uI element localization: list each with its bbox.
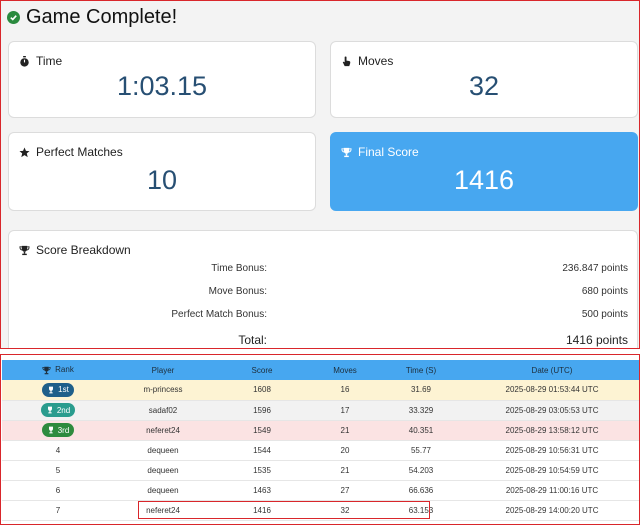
total-label: Total: [238, 333, 267, 347]
trophy-icon [49, 386, 54, 394]
trophy-icon [341, 147, 352, 157]
table-row: 3rd neferet24 1549 21 40.351 2025-08-29 … [2, 420, 639, 441]
breakdown-label: Move Bonus: [208, 286, 267, 297]
moves-label: Moves [358, 54, 394, 68]
rank-cell: 6 [2, 480, 114, 501]
perfect-matches-label: Perfect Matches [36, 145, 123, 159]
time-cell: 33.329 [378, 400, 464, 421]
pointer-hand-icon [342, 55, 351, 66]
time-cell: 55.77 [378, 440, 464, 461]
score-breakdown-card: Score Breakdown Time Bonus: 236.847 poin… [8, 230, 638, 348]
time-card: Time 1:03.15 [8, 41, 316, 118]
final-score-card: Final Score 1416 [330, 132, 638, 211]
moves-cell: 32 [312, 500, 378, 521]
trophy-icon [19, 245, 30, 255]
moves-cell: 21 [312, 420, 378, 441]
time-value: 1:03.15 [116, 71, 208, 101]
date-column-header[interactable]: Date (UTC) [531, 365, 573, 375]
time-cell: 31.69 [378, 380, 464, 401]
perfect-matches-value: 10 [146, 165, 178, 195]
breakdown-value: 680 points [581, 286, 628, 297]
player-cell: neferet24 [114, 500, 212, 521]
breakdown-value: 500 points [581, 309, 628, 320]
score-cell: 1596 [212, 400, 312, 421]
leaderboard-header-row: Rank Player Score Moves Time (S) Date (U… [2, 360, 639, 380]
score-breakdown-title: Score Breakdown [36, 243, 131, 257]
check-circle-icon [7, 10, 20, 24]
date-cell: 2025-08-29 13:58:12 UTC [464, 420, 639, 441]
table-row: 4 dequeen 1544 20 55.77 2025-08-29 10:56… [2, 440, 639, 461]
player-cell: dequeen [114, 460, 212, 481]
moves-card: Moves 32 [330, 41, 638, 118]
date-cell: 2025-08-29 14:00:20 UTC [464, 500, 639, 521]
time-label: Time [36, 54, 63, 68]
time-cell: 63.153 [378, 500, 464, 521]
table-row: 6 dequeen 1463 27 66.636 2025-08-29 11:0… [2, 480, 639, 501]
rank-cell: 5 [2, 460, 114, 481]
player-cell: dequeen [114, 440, 212, 461]
score-cell: 1608 [212, 380, 312, 401]
moves-cell: 17 [312, 400, 378, 421]
breakdown-value: 236.847 points [562, 263, 628, 274]
player-cell: dequeen [114, 480, 212, 501]
star-icon [19, 146, 30, 157]
time-cell: 66.636 [378, 480, 464, 501]
moves-value: 32 [468, 71, 500, 101]
player-cell: neferet24 [114, 420, 212, 441]
date-cell: 2025-08-29 03:05:53 UTC [464, 400, 639, 421]
moves-column-header[interactable]: Moves [333, 365, 357, 375]
date-cell: 2025-08-29 10:56:31 UTC [464, 440, 639, 461]
rank-badge-silver: 2nd [40, 403, 76, 417]
date-cell: 2025-08-29 11:00:16 UTC [464, 480, 639, 501]
time-cell: 54.203 [378, 460, 464, 481]
perfect-matches-card: Perfect Matches 10 [8, 132, 316, 211]
rank-badge-bronze: 3rd [41, 423, 75, 437]
final-score-label: Final Score [358, 145, 419, 159]
breakdown-label: Perfect Match Bonus: [171, 309, 267, 320]
final-score-value: 1416 [453, 165, 515, 195]
score-cell: 1544 [212, 440, 312, 461]
leaderboard-panel: Rank Player Score Moves Time (S) Date (U… [0, 354, 640, 525]
score-cell: 1535 [212, 460, 312, 481]
time-column-header[interactable]: Time (S) [405, 365, 437, 375]
score-column-header[interactable]: Score [251, 365, 273, 375]
table-row-current-player: 7 neferet24 1416 32 63.153 2025-08-29 14… [2, 500, 639, 521]
time-cell: 40.351 [378, 420, 464, 441]
rank-cell: 7 [2, 500, 114, 521]
date-cell: 2025-08-29 01:53:44 UTC [464, 380, 639, 401]
game-complete-panel: Game Complete! Time 1:03.15 Moves 32 Per… [0, 0, 640, 349]
player-cell: m-princess [114, 380, 212, 401]
page-title: Game Complete! [26, 5, 178, 28]
rank-badge-gold: 1st [42, 382, 74, 397]
date-cell: 2025-08-29 10:54:59 UTC [464, 460, 639, 481]
title-row: Game Complete! [7, 5, 177, 29]
moves-cell: 21 [312, 460, 378, 481]
stopwatch-icon [20, 55, 29, 67]
score-cell: 1549 [212, 420, 312, 441]
moves-cell: 16 [312, 380, 378, 401]
table-row: 5 dequeen 1535 21 54.203 2025-08-29 10:5… [2, 460, 639, 481]
table-row: 1st m-princess 1608 16 31.69 2025-08-29 … [2, 380, 639, 401]
breakdown-label: Time Bonus: [211, 263, 267, 274]
rank-column-header[interactable]: Rank [2, 360, 114, 380]
leaderboard-table: Rank Player Score Moves Time (S) Date (U… [2, 360, 639, 521]
player-column-header[interactable]: Player [151, 365, 175, 375]
trophy-icon [47, 406, 52, 414]
trophy-icon [48, 426, 53, 434]
trophy-icon [42, 366, 51, 374]
table-row: 2nd sadaf02 1596 17 33.329 2025-08-29 03… [2, 400, 639, 421]
moves-cell: 27 [312, 480, 378, 501]
player-cell: sadaf02 [114, 400, 212, 421]
score-cell: 1416 [212, 500, 312, 521]
rank-cell: 4 [2, 440, 114, 461]
score-cell: 1463 [212, 480, 312, 501]
moves-cell: 20 [312, 440, 378, 461]
total-value: 1416 points [565, 333, 628, 347]
